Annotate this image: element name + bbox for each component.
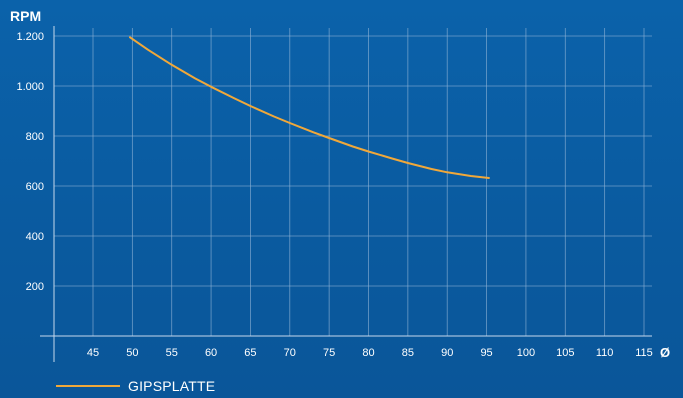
x-tick-label-75: 75 [323, 347, 335, 359]
y-tick-label-1200: 1.200 [16, 31, 44, 43]
legend-swatch-gipsplatte [56, 385, 120, 387]
axes [40, 26, 652, 362]
y-tick-label-200: 200 [26, 281, 44, 293]
tick-labels: 200 400 600 800 1.000 1.200 45 50 55 60 65 70 75 80 85… [16, 31, 652, 359]
x-tick-label-90: 90 [441, 347, 453, 359]
series [129, 36, 490, 179]
x-axis-title: Ø [660, 345, 670, 360]
x-tick-label-105: 105 [556, 347, 574, 359]
x-tick-label-55: 55 [166, 347, 178, 359]
x-tick-label-80: 80 [362, 347, 374, 359]
series-line-gipsplatte [129, 36, 490, 179]
legend-label-gipsplatte: GIPSPLATTE [128, 378, 216, 394]
x-tick-label-50: 50 [126, 347, 138, 359]
y-tick-label-800: 800 [26, 131, 44, 143]
y-tick-label-600: 600 [26, 181, 44, 193]
y-axis-title: RPM [10, 8, 41, 24]
y-tick-label-400: 400 [26, 231, 44, 243]
x-tick-label-95: 95 [480, 347, 492, 359]
x-tick-label-100: 100 [517, 347, 535, 359]
y-tick-label-1000: 1.000 [16, 81, 44, 93]
x-tick-label-110: 110 [596, 347, 614, 359]
x-tick-label-85: 85 [402, 347, 414, 359]
x-tick-label-70: 70 [284, 347, 296, 359]
x-tick-label-65: 65 [244, 347, 256, 359]
legend: GIPSPLATTE [56, 376, 215, 396]
grid [54, 28, 652, 336]
x-tick-label-45: 45 [87, 347, 99, 359]
x-tick-label-115: 115 [635, 347, 653, 359]
x-tick-label-60: 60 [205, 347, 217, 359]
